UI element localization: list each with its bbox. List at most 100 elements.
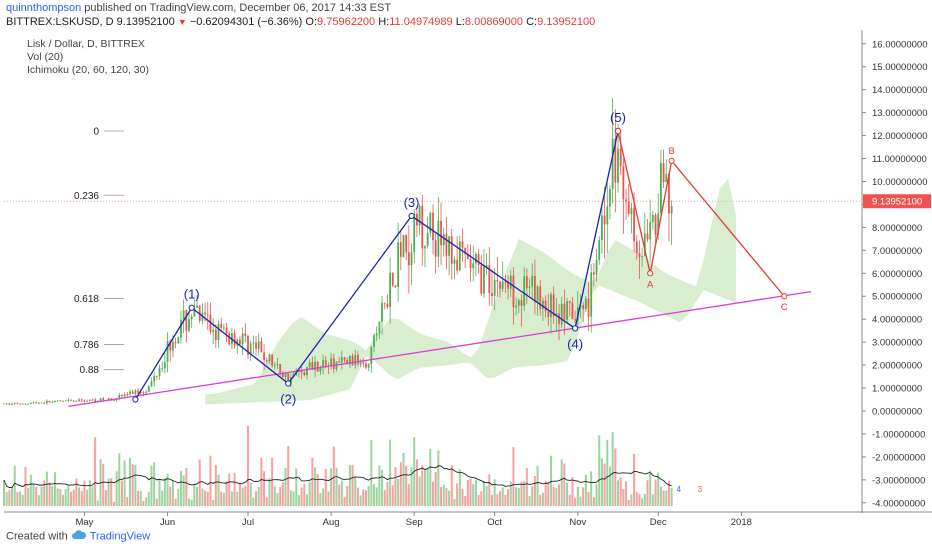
candle-body bbox=[43, 402, 46, 404]
volume-bar bbox=[499, 491, 502, 506]
volume-bar bbox=[61, 494, 64, 506]
volume-bar bbox=[142, 501, 145, 506]
candle-body bbox=[91, 399, 94, 401]
candle-body bbox=[625, 199, 627, 202]
y-tick-label: -1.00000000 bbox=[872, 429, 925, 440]
y-tick-label: 6.00000000 bbox=[872, 269, 922, 280]
candle-body bbox=[590, 272, 593, 317]
volume-bar bbox=[643, 493, 646, 506]
volume-bar bbox=[126, 496, 129, 506]
volume-bar bbox=[107, 478, 110, 506]
wave-pivot bbox=[572, 325, 579, 332]
volume-bar bbox=[418, 476, 421, 506]
candle-body bbox=[375, 333, 378, 336]
candle-body bbox=[660, 163, 662, 213]
candle-body bbox=[86, 400, 89, 402]
candle-body bbox=[225, 327, 228, 334]
volume-bar bbox=[115, 471, 118, 506]
wave-pivot bbox=[132, 396, 139, 403]
volume-bar bbox=[314, 467, 317, 506]
volume-bar bbox=[421, 465, 424, 506]
volume-bar bbox=[415, 459, 418, 506]
volume-bar bbox=[544, 480, 547, 506]
volume-bar bbox=[139, 491, 142, 506]
volume-bar bbox=[525, 468, 528, 506]
candle-body bbox=[638, 253, 641, 257]
volume-bar bbox=[268, 477, 271, 506]
volume-bar bbox=[633, 453, 636, 506]
x-tick-label: Dec bbox=[650, 517, 667, 528]
y-tick-label: 13.00000000 bbox=[872, 108, 927, 119]
candle-body bbox=[560, 303, 563, 325]
last-price-label: 9.13952100 bbox=[872, 197, 922, 208]
volume-bar bbox=[391, 485, 394, 506]
candle-body bbox=[373, 335, 375, 347]
candle-body bbox=[407, 252, 410, 266]
created-with-label: Created with bbox=[6, 530, 68, 543]
candle-body bbox=[606, 206, 609, 225]
candle-body bbox=[19, 403, 21, 405]
volume-bar bbox=[24, 466, 27, 506]
candle-body bbox=[389, 272, 391, 308]
volume-bar bbox=[214, 464, 217, 506]
volume-bar bbox=[536, 465, 539, 506]
volume-bar bbox=[362, 489, 365, 506]
author-name[interactable]: quinnthompson bbox=[6, 2, 82, 14]
candle-body bbox=[509, 275, 512, 289]
volume-bar bbox=[292, 491, 295, 506]
volume-bar bbox=[45, 471, 48, 506]
candle-body bbox=[367, 364, 370, 368]
tradingview-brand[interactable]: TradingView bbox=[89, 530, 151, 543]
volume-bar bbox=[667, 481, 670, 506]
volume-bar bbox=[485, 485, 488, 506]
candle-body bbox=[348, 355, 351, 365]
candle-body bbox=[83, 400, 86, 402]
volume-bar bbox=[131, 464, 134, 506]
volume-bar bbox=[512, 447, 515, 506]
ohlc-header: BITTREX:LSKUSD, D 9.13952100 ▼ −0.620943… bbox=[6, 16, 595, 28]
volume-bar bbox=[252, 497, 255, 506]
candle-body bbox=[281, 372, 284, 378]
candle-body bbox=[332, 358, 335, 370]
volume-bar bbox=[630, 494, 633, 506]
candle-body bbox=[260, 341, 263, 353]
candle-body bbox=[8, 403, 11, 405]
volume-bar bbox=[520, 481, 523, 506]
candle-body bbox=[598, 240, 601, 261]
candle-body bbox=[300, 370, 303, 373]
candle-body bbox=[284, 373, 287, 378]
volume-bar bbox=[5, 492, 8, 506]
candle-body bbox=[338, 361, 341, 363]
volume-bar bbox=[571, 477, 574, 506]
volume-bar bbox=[75, 478, 78, 506]
candle-body bbox=[552, 294, 555, 317]
volume-bar bbox=[617, 480, 620, 506]
candle-body bbox=[67, 399, 70, 401]
candle-body bbox=[340, 357, 343, 363]
candle-body bbox=[308, 362, 311, 368]
volume-bar bbox=[129, 457, 132, 506]
x-tick-label: Jul bbox=[242, 517, 254, 528]
volume-bar bbox=[507, 489, 510, 506]
high-value: 11.04974989 bbox=[389, 16, 453, 28]
volume-bar bbox=[35, 486, 38, 506]
volume-bar bbox=[276, 492, 279, 506]
volume-bar bbox=[464, 496, 467, 506]
legend-ichimoku: Ichimoku (20, 60, 120, 30) bbox=[27, 64, 149, 76]
volume-bar bbox=[40, 486, 43, 506]
volume-bar bbox=[177, 488, 180, 506]
volume-bar bbox=[549, 455, 552, 506]
candle-body bbox=[158, 368, 161, 376]
volume-bar bbox=[608, 466, 611, 506]
volume-bar bbox=[265, 497, 268, 506]
volume-bar bbox=[587, 491, 590, 506]
volume-bar bbox=[287, 446, 290, 506]
candle-body bbox=[268, 354, 271, 362]
volume-bar bbox=[590, 471, 593, 506]
volume-bar bbox=[88, 480, 91, 506]
candle-body bbox=[595, 260, 598, 275]
volume-bar bbox=[324, 468, 327, 506]
volume-badge: 3 bbox=[698, 485, 703, 494]
volume-bar bbox=[123, 460, 126, 506]
